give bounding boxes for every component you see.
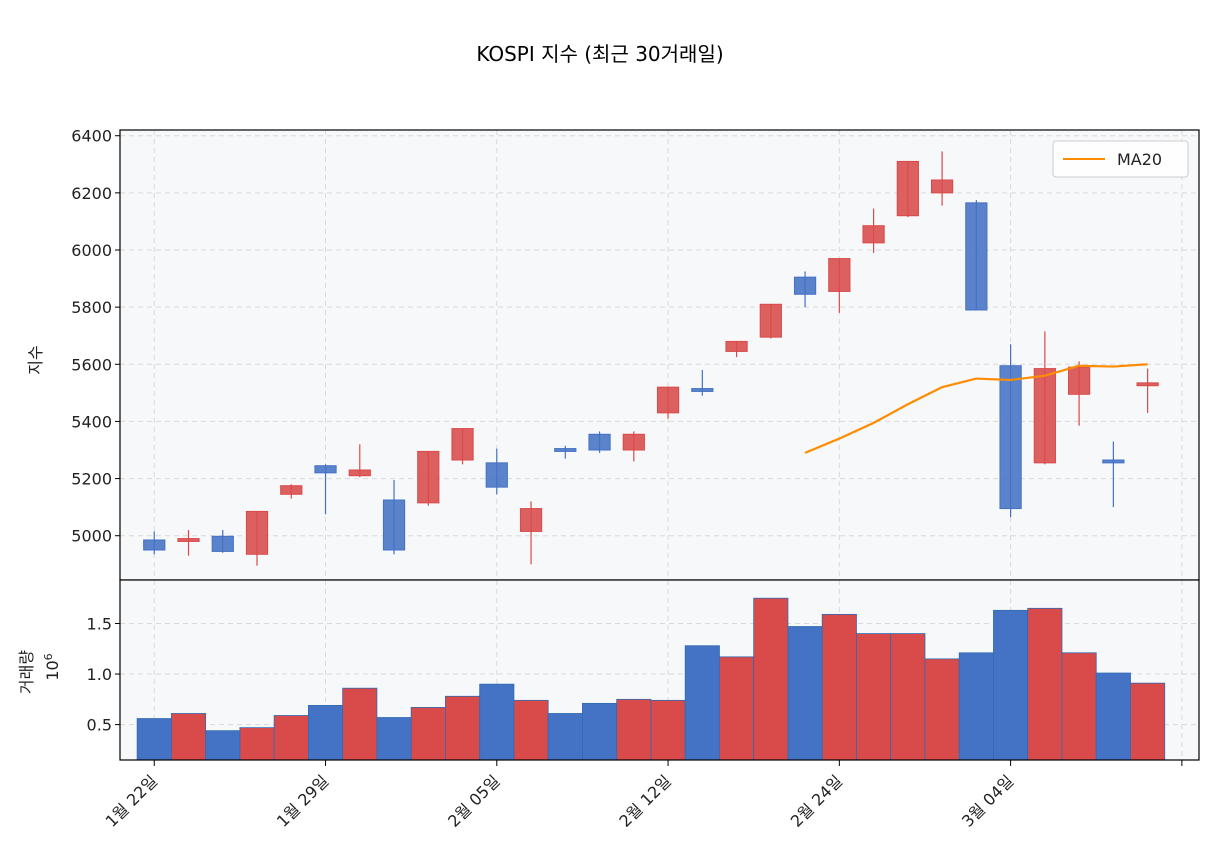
volume-y-tick-label: 1.5: [87, 614, 112, 633]
volume-bar: [958, 652, 994, 761]
volume-panel-frame: [119, 579, 1200, 761]
volume-bar: [753, 597, 789, 761]
volume-bar: [993, 609, 1029, 761]
volume-bar: [890, 633, 926, 761]
volume-bar: [1061, 652, 1097, 761]
candle-body: [519, 508, 543, 532]
ma20-line: [804, 363, 1148, 454]
candle-body: [999, 365, 1022, 510]
legend: MA20: [1052, 140, 1189, 178]
price-y-tick-label: 5600: [71, 355, 112, 374]
candle-body: [417, 450, 440, 504]
volume-bar: [924, 658, 960, 761]
price-y-tick-label: 6200: [71, 184, 112, 203]
x-tick-label: 2월 12일: [615, 771, 674, 830]
candle-body: [451, 428, 474, 461]
price-y-tick-label: 6400: [71, 127, 112, 146]
candle-body: [965, 202, 988, 311]
legend-ma20-label: MA20: [1117, 150, 1162, 169]
volume-bar: [1130, 682, 1166, 761]
price-y-tick-label: 5200: [71, 470, 112, 489]
volume-bar: [616, 698, 652, 761]
candle-body: [211, 535, 234, 552]
candle-body: [382, 499, 406, 551]
volume-bar: [513, 699, 549, 761]
volume-y-label: 거래량: [17, 650, 36, 694]
x-tick-label: 3월 04일: [958, 771, 1017, 830]
volume-bar: [239, 727, 275, 761]
chart-title: KOSPI 지수 (최근 30거래일): [476, 42, 723, 66]
x-tick-label: 2월 24일: [787, 771, 846, 830]
candle-body: [622, 433, 645, 451]
candle-body: [280, 485, 303, 495]
volume-marks: [136, 597, 1166, 761]
volume-y-ticks: 0.5 1.0 1.5: [87, 614, 120, 735]
volume-bar: [170, 713, 207, 761]
volume-bar: [684, 645, 720, 761]
volume-bar: [342, 687, 378, 761]
x-tick-label: 1월 22일: [102, 771, 161, 830]
volume-bar: [1027, 607, 1063, 761]
legend-box: [1052, 140, 1189, 178]
candle-body: [862, 225, 885, 244]
volume-bar: [719, 656, 755, 761]
candle-body: [348, 469, 371, 477]
candle-body: [143, 539, 166, 551]
volume-bar: [205, 730, 241, 761]
candle-body: [691, 388, 714, 392]
candle-body: [896, 160, 919, 217]
price-y-tick-label: 5400: [71, 412, 112, 431]
candle-body: [588, 433, 611, 451]
price-marks: [143, 151, 1159, 566]
volume-bar: [856, 633, 892, 761]
candle-body: [793, 276, 817, 295]
candle-body: [828, 258, 851, 292]
candle-body: [759, 303, 782, 338]
volume-bar: [307, 704, 344, 761]
candle-body: [725, 340, 748, 352]
volume-bar: [479, 683, 515, 761]
x-tick-label: 1월 29일: [273, 771, 332, 830]
candle-body: [1033, 368, 1056, 464]
volume-bar: [273, 715, 309, 761]
candle-body: [554, 448, 577, 452]
price-panel-background: [120, 130, 1199, 580]
candle-body: [1136, 382, 1159, 387]
volume-bar: [1095, 672, 1131, 761]
volume-bar: [136, 718, 172, 761]
x-tick-label: 2월 05일: [444, 771, 503, 830]
volume-bar: [376, 717, 412, 761]
price-y-label: 지수: [26, 345, 45, 374]
candle-body: [656, 386, 680, 414]
price-y-tick-label: 5000: [71, 527, 112, 546]
volume-bar: [821, 613, 857, 761]
candle-body: [485, 462, 508, 488]
volume-bar: [547, 713, 583, 761]
candle-body: [1102, 459, 1125, 464]
volume-y-tick-label: 1.0: [87, 665, 112, 684]
candle-body: [314, 465, 337, 474]
price-y-tick-label: 6000: [71, 241, 112, 260]
volume-y-tick-label: 0.5: [87, 716, 112, 735]
candle-body: [245, 510, 269, 555]
volume-bar: [650, 699, 686, 761]
volume-bar: [582, 702, 618, 761]
candle-body: [1067, 366, 1091, 395]
volume-bar: [787, 626, 823, 761]
volume-bar: [410, 707, 446, 761]
candle-body: [930, 179, 954, 194]
price-y-tick-label: 5800: [71, 298, 112, 317]
x-ticks: 1월 22일 1월 29일 2월 05일 2월 12일 2월 24일 3월 04일: [102, 760, 1183, 831]
price-y-ticks: 5000 5200 5400 5600 5800 6000 6200 6400: [71, 127, 120, 546]
volume-bar: [445, 695, 481, 761]
candle-body: [177, 538, 200, 542]
volume-exponent-label: 106: [42, 653, 63, 680]
